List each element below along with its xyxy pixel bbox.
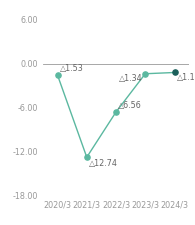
Text: △1.34: △1.34: [119, 74, 143, 83]
Text: △1.17: △1.17: [177, 73, 195, 82]
Text: △1.53: △1.53: [60, 64, 83, 73]
Text: △6.56: △6.56: [118, 101, 142, 110]
Point: [144, 72, 147, 76]
Point: [85, 155, 88, 159]
Point: [56, 73, 59, 77]
Point: [114, 110, 118, 114]
Point: [173, 71, 176, 74]
Text: △12.74: △12.74: [89, 159, 118, 168]
